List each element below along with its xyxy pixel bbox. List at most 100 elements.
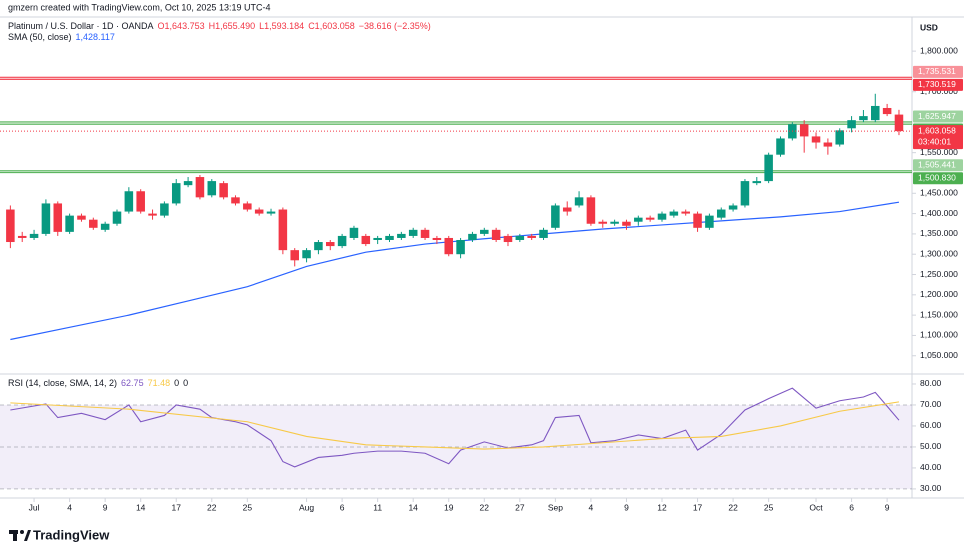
candle-body: [586, 197, 596, 224]
candle-body: [148, 213, 157, 216]
candle-body: [776, 138, 785, 155]
candle-body: [124, 191, 134, 212]
y-tick-label: 80.00: [920, 378, 942, 388]
x-tick-label: 14: [408, 502, 418, 512]
candle-body: [799, 124, 809, 137]
candle-body: [705, 215, 714, 228]
candle-body: [408, 229, 418, 236]
ohlc-label: L1,593.184: [259, 21, 304, 31]
x-tick-label: 11: [373, 502, 382, 512]
y-tick-label: 1,400.000: [920, 208, 958, 218]
y-tick-label: 1,150.000: [920, 309, 958, 319]
author-line: gmzern created with TradingView.com, Oct…: [8, 2, 270, 12]
x-tick-label: 6: [340, 502, 345, 512]
candle-body: [290, 250, 299, 261]
candle-body: [397, 233, 406, 238]
candle-body: [468, 233, 477, 240]
y-tick-label: 1,350.000: [920, 228, 958, 238]
y-tick-label: 1,200.000: [920, 289, 958, 299]
zone: [0, 170, 912, 173]
price-label: 1,625.947: [918, 111, 956, 121]
candle-body: [527, 235, 536, 238]
x-tick-label: 9: [624, 502, 629, 512]
candle-body: [183, 181, 193, 186]
candle-body: [243, 203, 252, 210]
x-tick-label: 9: [885, 502, 890, 512]
y-tick-label: 30.00: [920, 483, 942, 493]
legend: RSI (14, close, SMA, 14, 2) 62.75 71.48 0 0: [8, 378, 188, 388]
candle-body: [6, 209, 15, 243]
candle-body: [136, 191, 145, 212]
candle-body: [432, 237, 442, 240]
logo-mark: [20, 530, 24, 534]
candle-body: [539, 229, 548, 238]
price-label: 1,505.441: [918, 159, 956, 169]
candle-body: [266, 211, 276, 214]
price-label-bg: [913, 110, 963, 123]
countdown: 03:40:01: [918, 136, 951, 146]
x-tick-label: 17: [172, 502, 182, 512]
price-label-bg: [913, 65, 963, 78]
candle-body: [716, 209, 726, 218]
x-tick-label: 25: [764, 502, 774, 512]
price-label: 1,500.830: [918, 172, 956, 182]
logo-mark: [24, 530, 31, 541]
candle-body: [693, 213, 702, 228]
candle-body: [53, 203, 63, 232]
x-tick-label: 22: [728, 502, 738, 512]
candle-body: [871, 105, 880, 121]
zone: [0, 121, 912, 125]
candle-body: [420, 229, 430, 238]
candle-body: [65, 215, 74, 232]
price-label-bg: [913, 78, 963, 91]
rsi-value: 0: [174, 378, 179, 388]
rsi-value: 62.75: [121, 378, 144, 388]
candle-body: [752, 181, 762, 184]
x-tick-label: 9: [103, 502, 108, 512]
candle-body: [551, 205, 560, 228]
candle-body: [610, 221, 619, 224]
candle-body: [349, 227, 359, 238]
candle-body: [361, 235, 371, 245]
ohlc-label: H1,655.490: [209, 21, 256, 31]
x-tick-label: 6: [849, 502, 854, 512]
y-tick-label: 40.00: [920, 462, 942, 472]
candle-body: [325, 242, 335, 247]
price-label-bg: [913, 172, 963, 185]
x-tick-label: Sep: [548, 502, 563, 512]
logo-text: TradingView: [33, 527, 110, 542]
candle-body: [100, 223, 110, 230]
candle-body: [444, 237, 454, 255]
candle-body: [598, 221, 608, 224]
candle-body: [373, 237, 382, 240]
y-tick-label: 1,100.000: [920, 330, 958, 340]
candle-body: [728, 205, 738, 210]
candle-body: [112, 211, 122, 224]
price-label: 1,735.531: [918, 66, 956, 76]
candle-body: [254, 209, 264, 214]
candle-body: [811, 136, 821, 143]
candle-body: [171, 183, 181, 204]
candle-body: [562, 207, 572, 212]
x-tick-label: 22: [207, 502, 217, 512]
candle-body: [764, 154, 773, 182]
candle-body: [740, 181, 750, 206]
symbol-title: Platinum / U.S. Dollar · 1D · OANDA: [8, 21, 154, 31]
y-tick-label: 1,250.000: [920, 269, 958, 279]
candle-body: [503, 235, 513, 243]
candle-body: [894, 114, 904, 132]
x-tick-label: Jul: [29, 502, 40, 512]
candle-body: [456, 239, 465, 255]
ohlc-label: −38.616 (−2.35%): [359, 21, 431, 31]
x-tick-label: 4: [589, 502, 594, 512]
legend: Platinum / U.S. Dollar · 1D · OANDA O1,64…: [8, 21, 431, 31]
candle-body: [29, 233, 39, 238]
candle-body: [645, 217, 655, 220]
y-tick-label: 60.00: [920, 420, 942, 430]
sma-line: [10, 201, 900, 341]
price-label-bg: [913, 159, 963, 172]
candle-body: [622, 221, 631, 226]
candle-body: [669, 211, 679, 216]
